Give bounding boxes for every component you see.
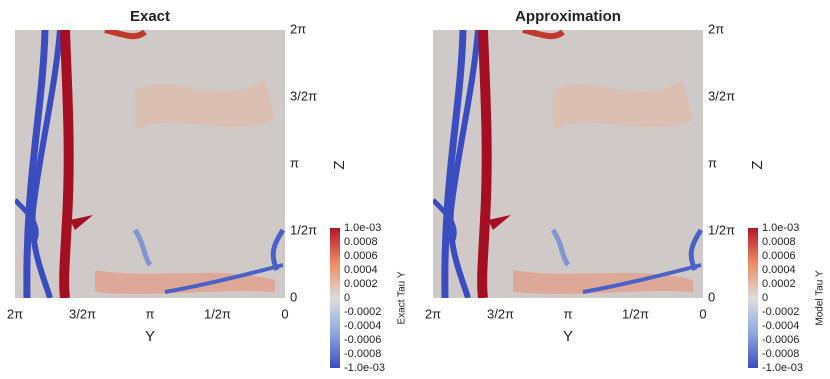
panel-title: Approximation [515,8,621,25]
colorbar-label: Model Tau Y [815,270,826,326]
colorbar-tick-label: 0.0002 [762,278,796,290]
y-tick-label: 2π [425,306,441,321]
field-image [433,30,703,298]
z-tick-label: 0 [290,289,297,304]
colorbar-tick-label: 0.0004 [344,264,378,276]
z-tick-label: 1/2π [290,222,317,237]
field-feature [441,30,467,298]
colorbar-tick-label: 1.0e-03 [344,222,381,234]
field-feature [447,30,481,298]
field-feature [132,228,153,267]
z-axis-label: Z [331,160,348,169]
field-feature [59,30,74,298]
panel-title: Exact [130,8,170,25]
z-tick-label: 1/2π [708,222,735,237]
field-feature [95,270,275,294]
colorbar [748,228,758,368]
colorbar-tick-label: -0.0006 [762,334,799,346]
z-tick-label: 2π [290,21,306,36]
y-axis-label: Y [145,328,155,345]
colorbar-tick-label: -0.0004 [762,320,799,332]
z-axis-label: Z [749,160,766,169]
y-tick-label: 3/2π [69,306,96,321]
colorbar-tick-label: -1.0e-03 [344,362,385,374]
panel: Exact 2π 3/2π π 1/2π 0 Y 2π 3/2π π 1/2π 0 Z 1.0e-03 0.… [7,8,408,374]
colorbar-tick-label: -0.0002 [344,306,381,318]
colorbar-tick-label: -0.0006 [344,334,381,346]
y-tick-label: 0 [281,306,288,321]
z-tick-label: 0 [708,289,715,304]
z-tick-label: 2π [708,21,724,36]
y-tick-label: 3/2π [487,306,514,321]
field-feature [513,270,693,294]
field-feature [582,263,702,294]
y-tick-label: 0 [699,306,706,321]
panel: Approximation 2π 3/2π π 1/2π 0 Y 2π 3/2π π 1/2π 0 Z 1… [425,8,826,374]
colorbar-tick-label: 0.0008 [762,236,796,248]
colorbar-tick-label: 0.0008 [344,236,378,248]
field-feature [29,30,63,298]
colorbar-tick-label: 0.0006 [762,250,796,262]
field-feature [550,228,571,267]
colorbar-tick-label: 0.0006 [344,250,378,262]
colorbar-tick-label: -0.0002 [762,306,799,318]
field-feature [553,80,693,130]
colorbar-tick-label: -0.0004 [344,320,381,332]
colorbar-tick-label: 0.0004 [762,264,796,276]
colorbar-tick-label: 0 [762,292,768,304]
colorbar-tick-label: -1.0e-03 [762,362,803,374]
z-tick-label: 3/2π [708,88,735,103]
colorbar-label: Exact Tau Y [397,271,408,324]
y-tick-label: 1/2π [622,306,649,321]
field-feature [477,30,492,298]
field-feature [135,80,275,130]
field-feature [270,228,285,272]
field-feature [488,215,511,230]
y-tick-label: 1/2π [204,306,231,321]
colorbar-tick-label: -0.0008 [344,348,381,360]
z-tick-label: π [708,155,717,170]
colorbar-tick-label: 1.0e-03 [762,222,799,234]
field-feature [688,228,703,272]
colorbar-tick-label: 0.0002 [344,278,378,290]
z-tick-label: 3/2π [290,88,317,103]
y-tick-label: π [564,306,573,321]
field-feature [522,30,565,40]
colorbar [330,228,340,368]
colorbar-tick-label: 0 [344,292,350,304]
field-feature [104,30,147,40]
field-feature [70,215,93,230]
field-image [15,30,285,298]
z-tick-label: π [290,155,299,170]
y-axis-label: Y [563,328,573,345]
y-tick-label: 2π [7,306,23,321]
field-feature [164,263,284,294]
colorbar-tick-label: -0.0008 [762,348,799,360]
field-feature [23,30,49,298]
y-tick-label: π [146,306,155,321]
